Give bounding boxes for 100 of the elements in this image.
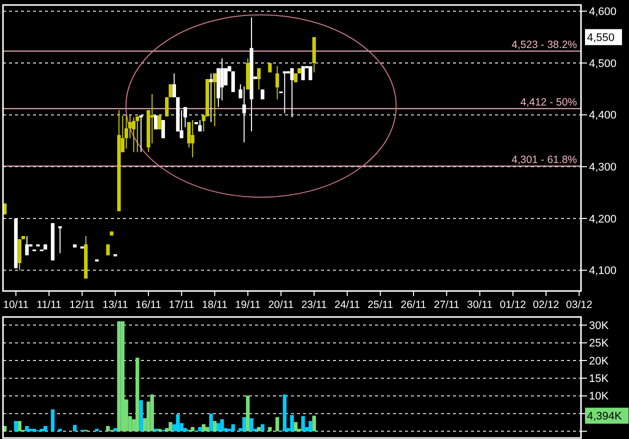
bar [50, 409, 55, 432]
bar [294, 422, 298, 432]
candlestick [301, 66, 305, 81]
bar [25, 426, 29, 432]
y-tick-label: 4,100 [589, 265, 617, 278]
candlestick [209, 72, 213, 123]
bar [205, 427, 210, 432]
bar [202, 424, 206, 432]
candlestick [190, 120, 194, 158]
candlestick [257, 68, 261, 90]
x-tick-label: 30/11 [467, 299, 493, 311]
x-tick-label: 19/11 [235, 299, 261, 311]
candlestick [172, 72, 176, 98]
bar [250, 418, 254, 432]
bar [72, 424, 77, 432]
bar [106, 426, 110, 432]
x-tick-label: 20/11 [268, 299, 294, 311]
bar [120, 321, 124, 432]
bar [212, 421, 217, 432]
bar [28, 428, 32, 432]
x-tick-label: 24/11 [334, 299, 360, 311]
candlestick [139, 114, 143, 153]
y-tick-label: 10K [589, 390, 610, 403]
y-tick-label: 4,200 [589, 213, 617, 226]
candlestick [58, 226, 62, 254]
y-tick-label: 4,600 [589, 6, 617, 18]
bar [176, 414, 180, 432]
candlestick [124, 114, 128, 150]
text: 4,550 [587, 32, 615, 44]
x-tick-label: 26/11 [400, 299, 426, 311]
bar [113, 428, 118, 432]
x-tick-label: 27/11 [434, 299, 460, 311]
y-tick-label: 4,500 [589, 58, 617, 70]
bar [282, 394, 286, 432]
bar [18, 421, 22, 432]
bar [312, 416, 316, 432]
candlestick [308, 66, 312, 81]
bar [209, 414, 213, 432]
candlestick [150, 94, 154, 144]
bar [58, 428, 62, 432]
bar [231, 424, 235, 432]
x-tick-label: 16/11 [136, 299, 162, 311]
candlestick [132, 116, 136, 153]
y-tick-label: 25K [589, 338, 610, 350]
text: 4,394K [587, 410, 623, 423]
candlestick [136, 116, 140, 153]
bar [308, 421, 312, 432]
bar [220, 419, 224, 432]
bar [257, 427, 261, 432]
bar [158, 428, 162, 432]
bar [32, 428, 36, 432]
y-tick-label: 4,400 [589, 110, 617, 122]
x-tick-label: 02/12 [532, 299, 560, 311]
y-tick-label: 20K [589, 355, 610, 368]
candlestick [275, 66, 280, 100]
ref-line-label: 4,523 - 38.2% [512, 39, 577, 52]
x-tick-label: 10/11 [3, 299, 29, 311]
ref-line-label: 4,412 - 50% [520, 96, 577, 109]
candlestick [282, 70, 286, 114]
bar [260, 424, 264, 432]
candlestick [268, 62, 272, 73]
x-tick-label: 12/11 [69, 299, 96, 311]
bar [43, 426, 48, 432]
bar [246, 396, 250, 432]
bar [154, 428, 158, 432]
bar [139, 400, 143, 432]
candlestick [242, 86, 246, 143]
bar [117, 321, 121, 432]
bar [275, 417, 280, 432]
bar [14, 421, 18, 432]
y-tick-label: 30K [589, 320, 610, 332]
bar [198, 427, 202, 432]
bar [242, 417, 246, 432]
bar [216, 423, 220, 432]
candlestick [18, 238, 22, 271]
x-tick-label: 03/12 [566, 299, 592, 311]
bar [290, 415, 294, 432]
candlestick [154, 114, 158, 130]
candlestick [161, 120, 165, 139]
candlestick [198, 120, 202, 132]
candlestick [220, 58, 224, 101]
candlestick [165, 96, 169, 117]
candlestick [290, 68, 294, 118]
candlestick [224, 68, 228, 86]
x-tick-label: 01/12 [500, 299, 526, 311]
bar [301, 416, 305, 432]
x-tick-label: 17/11 [168, 299, 194, 311]
y-tick-label: 15K [589, 373, 610, 386]
x-tick-label: 13/11 [102, 299, 128, 311]
candlestick [212, 72, 216, 127]
bar [136, 358, 140, 432]
x-tick-label: 18/11 [202, 299, 228, 311]
bar [190, 427, 194, 432]
bar [40, 428, 44, 432]
bar [168, 422, 172, 432]
candlestick [158, 114, 162, 130]
y-tick-label: 4,300 [589, 162, 617, 174]
x-tick-label: 11/11 [36, 299, 62, 311]
bar [268, 427, 272, 432]
bar [95, 428, 99, 432]
